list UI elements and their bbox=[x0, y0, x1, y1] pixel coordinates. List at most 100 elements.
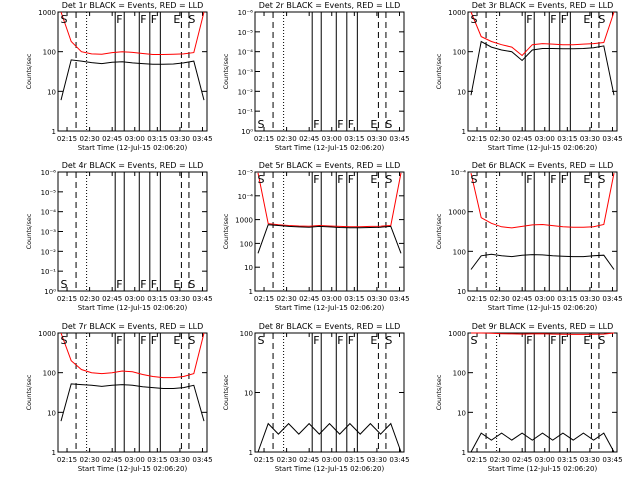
x-tick-label: 03:15 bbox=[344, 456, 364, 464]
events-series bbox=[257, 224, 402, 254]
lld-series bbox=[60, 332, 205, 379]
x-tick-label: 02:15 bbox=[57, 456, 77, 464]
y-tick-label: 10⁻⁴ bbox=[238, 193, 254, 201]
events-series bbox=[470, 40, 615, 96]
y-tick-label: 1 bbox=[462, 449, 466, 457]
x-axis-label: Start Time (12-Jul-15 02:06:20) bbox=[78, 465, 188, 473]
x-tick-label: 02:15 bbox=[254, 456, 274, 464]
phase-marker: F bbox=[116, 334, 122, 347]
x-tick-label: 03:30 bbox=[580, 135, 600, 143]
x-tick-label: 03:45 bbox=[192, 135, 212, 143]
x-tick-label: 03:15 bbox=[557, 135, 577, 143]
x-tick-label: 02:30 bbox=[80, 295, 100, 303]
phase-marker: F bbox=[550, 334, 556, 347]
x-tick-label: 02:45 bbox=[512, 456, 532, 464]
x-tick-label: 02:15 bbox=[57, 295, 77, 303]
x-tick-label: 02:45 bbox=[102, 135, 122, 143]
y-tick-label: 1 bbox=[249, 449, 253, 457]
phase-marker: S bbox=[61, 334, 68, 347]
x-tick-label: 03:00 bbox=[125, 456, 145, 464]
y-tick-label: 100 bbox=[453, 248, 466, 256]
panel-title: Det 1r BLACK = Events, RED = LLD bbox=[62, 1, 204, 10]
x-tick-label: 03:00 bbox=[322, 135, 342, 143]
phase-marker: S bbox=[471, 334, 478, 347]
y-tick-label: 1 bbox=[52, 128, 56, 136]
y-axis-label: Counts/sec bbox=[222, 53, 230, 89]
phase-marker: F bbox=[151, 334, 157, 347]
y-tick-label: 10 bbox=[244, 390, 253, 398]
x-axis-label: Start Time (12-Jul-15 02:06:20) bbox=[488, 144, 598, 152]
y-tick-label: 10⁻⁶ bbox=[238, 9, 254, 17]
phase-marker: F bbox=[561, 13, 567, 26]
x-tick-label: 02:45 bbox=[102, 295, 122, 303]
phase-marker: S bbox=[471, 13, 478, 26]
y-tick-label: 10⁻¹ bbox=[238, 108, 254, 116]
y-axis-label: Counts/sec bbox=[25, 374, 33, 410]
plot-frame bbox=[57, 332, 208, 453]
phase-marker: E bbox=[583, 173, 590, 186]
phase-marker: F bbox=[313, 173, 319, 186]
x-tick-label: 03:15 bbox=[147, 295, 167, 303]
y-axis-label: Counts/sec bbox=[435, 53, 443, 89]
phase-marker: S bbox=[385, 334, 392, 347]
y-tick-label: 1 bbox=[52, 449, 56, 457]
y-axis-label: Counts/sec bbox=[222, 374, 230, 410]
events-series bbox=[60, 59, 205, 101]
y-tick-label: 10 bbox=[457, 288, 466, 296]
phase-marker: F bbox=[526, 173, 532, 186]
y-tick-label: 1000 bbox=[448, 330, 466, 338]
y-tick-label: 100 bbox=[453, 49, 466, 57]
x-tick-label: 02:45 bbox=[299, 295, 319, 303]
x-axis-label: Start Time (12-Jul-15 02:06:20) bbox=[275, 144, 385, 152]
x-tick-label: 03:00 bbox=[535, 135, 555, 143]
x-tick-label: 02:30 bbox=[277, 135, 297, 143]
y-tick-label: 10⁻⁶ bbox=[41, 169, 57, 177]
x-axis-label: Start Time (12-Jul-15 02:06:20) bbox=[78, 304, 188, 312]
phase-marker: F bbox=[116, 278, 122, 291]
lld-series bbox=[257, 172, 402, 228]
y-axis-label: Counts/sec bbox=[222, 213, 230, 249]
x-tick-label: 03:30 bbox=[580, 456, 600, 464]
y-tick-label: 10 bbox=[47, 88, 56, 96]
y-tick-label: 10⁻³ bbox=[238, 69, 254, 77]
y-tick-label: 10⁻⁵ bbox=[238, 29, 254, 37]
y-tick-label: 1000 bbox=[448, 209, 466, 217]
events-series bbox=[257, 422, 402, 453]
x-tick-label: 03:45 bbox=[602, 135, 622, 143]
phase-marker: E bbox=[173, 13, 180, 26]
x-axis-label: Start Time (12-Jul-15 02:06:20) bbox=[275, 465, 385, 473]
phase-marker: F bbox=[116, 13, 122, 26]
x-tick-label: 03:45 bbox=[602, 456, 622, 464]
phase-marker: E bbox=[173, 334, 180, 347]
phase-marker: F bbox=[140, 334, 146, 347]
x-tick-label: 03:45 bbox=[389, 295, 409, 303]
x-tick-label: 03:00 bbox=[322, 295, 342, 303]
x-tick-label: 02:30 bbox=[490, 135, 510, 143]
y-tick-label: 100 bbox=[43, 370, 56, 378]
y-tick-label: 100 bbox=[240, 240, 253, 248]
phase-marker: F bbox=[140, 13, 146, 26]
panel-title: Det 2r BLACK = Events, RED = LLD bbox=[259, 1, 401, 10]
x-tick-label: 02:45 bbox=[299, 135, 319, 143]
events-series bbox=[470, 253, 615, 270]
x-tick-label: 02:45 bbox=[512, 135, 532, 143]
x-axis-label: Start Time (12-Jul-15 02:06:20) bbox=[78, 144, 188, 152]
phase-marker: S bbox=[188, 278, 195, 291]
lld-series bbox=[470, 11, 615, 57]
x-tick-label: 03:15 bbox=[557, 456, 577, 464]
phase-marker: F bbox=[526, 334, 532, 347]
phase-marker: E bbox=[370, 334, 377, 347]
x-tick-label: 03:30 bbox=[170, 135, 190, 143]
phase-marker: S bbox=[598, 13, 605, 26]
x-tick-label: 03:15 bbox=[147, 135, 167, 143]
phase-marker: F bbox=[550, 13, 556, 26]
panel-title: Det 3r BLACK = Events, RED = LLD bbox=[472, 1, 614, 10]
lld-series bbox=[471, 332, 615, 335]
x-tick-label: 03:30 bbox=[170, 456, 190, 464]
